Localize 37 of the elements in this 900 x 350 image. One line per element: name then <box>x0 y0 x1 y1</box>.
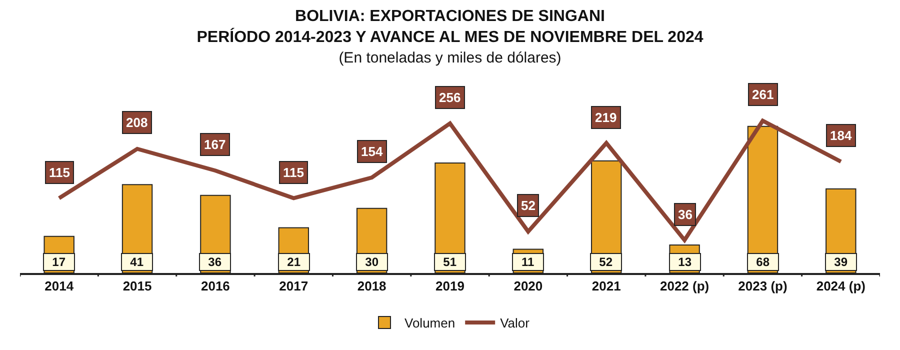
x-tick-label: 2022 (p) <box>660 278 710 294</box>
data-label: 36 <box>678 207 692 222</box>
x-tick-label: 2016 <box>200 278 230 294</box>
data-label: 17 <box>52 255 66 269</box>
x-tick-label: 2020 <box>514 278 543 294</box>
x-tick-label: 2019 <box>436 278 464 294</box>
chart-title: BOLIVIA: EXPORTACIONES DE SINGANI PERÍODO 2014-2023 Y AVANCE AL MES DE NOVIEMBRE DEL 2024 <box>196 8 704 46</box>
x-tick-label: 2024 (p) <box>816 278 866 294</box>
data-label: 154 <box>361 144 384 159</box>
legend-label: Volumen <box>404 316 456 331</box>
data-label: 256 <box>439 90 461 105</box>
data-label: 11 <box>521 255 535 269</box>
x-tick-label: 2021 <box>592 278 621 294</box>
data-label: 36 <box>208 255 222 269</box>
chart-subtitle: (En toneladas y miles de dólares) <box>338 50 562 67</box>
data-label: 115 <box>49 165 70 180</box>
data-label: 30 <box>365 255 379 269</box>
data-label: 13 <box>678 255 692 269</box>
x-tick-label: 2015 <box>122 278 152 294</box>
x-tick-label: 2017 <box>279 278 308 294</box>
legend-label: Valor <box>500 316 530 331</box>
data-label: 167 <box>204 137 226 152</box>
data-label: 115 <box>283 165 304 180</box>
x-tick-label: 2023 (p) <box>738 278 788 294</box>
data-label: 21 <box>287 255 301 269</box>
data-label: 52 <box>599 255 613 269</box>
data-label: 52 <box>521 198 536 213</box>
x-tick-label: 2018 <box>357 278 386 294</box>
data-label: 51 <box>443 255 457 269</box>
data-label: 208 <box>126 115 148 130</box>
data-label: 184 <box>830 128 852 143</box>
data-label: 68 <box>756 255 770 269</box>
x-tick-label: 2014 <box>44 278 74 294</box>
data-label: 39 <box>834 255 848 269</box>
data-label: 261 <box>752 87 774 102</box>
data-label: 41 <box>130 255 144 269</box>
data-label: 219 <box>595 110 617 125</box>
